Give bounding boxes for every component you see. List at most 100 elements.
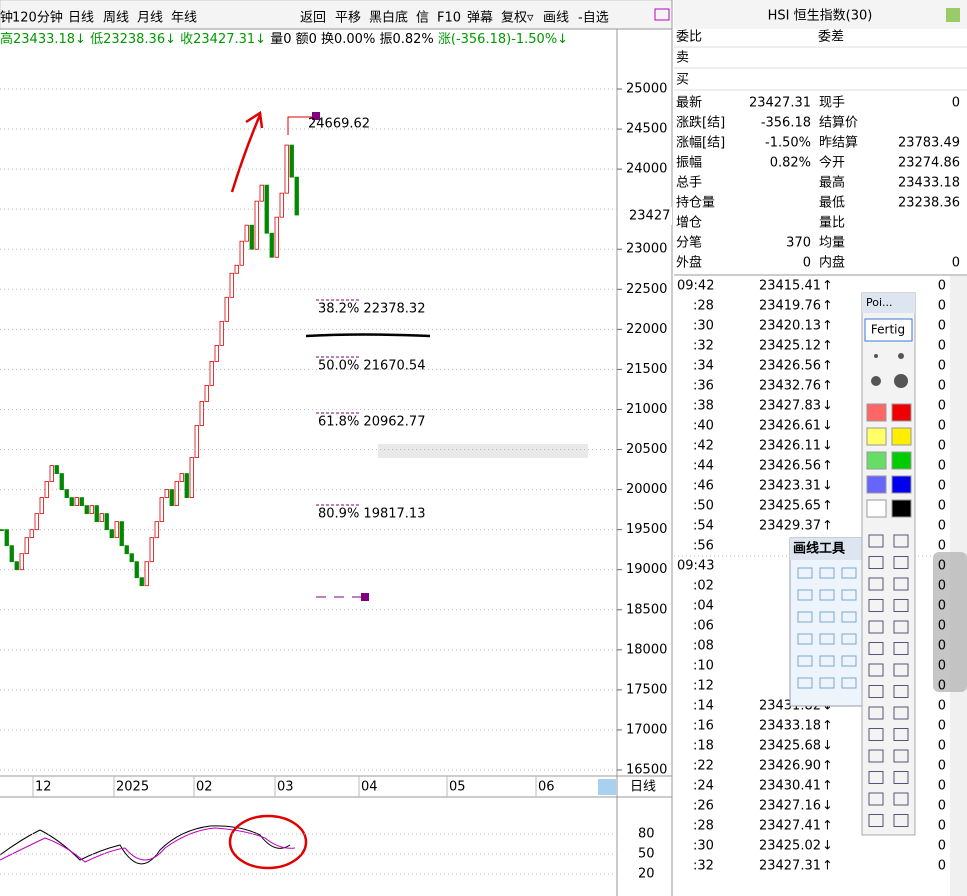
- tick-price: 23433.18: [759, 719, 821, 734]
- tool-icon[interactable]: [893, 728, 909, 741]
- tick-volume: 0: [938, 439, 946, 454]
- tick-dir: ↑: [822, 519, 833, 534]
- size-option[interactable]: [898, 353, 904, 359]
- quote-label: 涨跌[结]: [676, 115, 725, 131]
- size-option[interactable]: [874, 354, 878, 358]
- tool-icon[interactable]: [797, 589, 813, 601]
- tool-icon[interactable]: [893, 663, 909, 677]
- tool-icon[interactable]: [893, 792, 909, 806]
- color-swatch[interactable]: [866, 403, 887, 422]
- tool-icon[interactable]: [797, 677, 813, 689]
- tool-icon[interactable]: [868, 556, 884, 569]
- color-swatch[interactable]: [891, 499, 912, 518]
- tool-icon[interactable]: [868, 792, 884, 806]
- tool-icon[interactable]: [797, 611, 813, 623]
- tool-icon[interactable]: [819, 633, 835, 645]
- window-icon: [654, 8, 670, 21]
- tick-dir: ↓: [822, 439, 833, 454]
- candle: [289, 144, 294, 178]
- tick-dir: ↑: [822, 859, 833, 874]
- tool-icon[interactable]: [819, 611, 835, 623]
- quote-label: 昨结算: [819, 136, 858, 151]
- tool-icon[interactable]: [893, 814, 909, 827]
- tool-icon[interactable]: [841, 633, 857, 645]
- tool-icon[interactable]: [797, 633, 813, 645]
- tool-icon[interactable]: [841, 655, 857, 667]
- color-swatch[interactable]: [866, 499, 887, 518]
- tool-icon[interactable]: [893, 620, 909, 634]
- tool-icon[interactable]: [893, 771, 909, 784]
- toolbar-item[interactable]: F10: [437, 11, 461, 26]
- info-item: 低23238.36↓: [90, 32, 180, 47]
- tool-icon[interactable]: [868, 663, 884, 677]
- tool-icon[interactable]: [868, 771, 884, 784]
- color-swatch[interactable]: [891, 475, 912, 494]
- tool-icon[interactable]: [868, 728, 884, 741]
- tool-icon[interactable]: [819, 655, 835, 667]
- tool-icon[interactable]: [868, 749, 884, 763]
- quote-value: 23238.36: [898, 196, 960, 211]
- toolbar-item[interactable]: 信: [416, 11, 429, 26]
- color-swatch[interactable]: [866, 475, 887, 494]
- peak-marker: [287, 116, 320, 135]
- toolbar-item[interactable]: 月线: [137, 11, 163, 26]
- size-option[interactable]: [871, 376, 881, 386]
- tick-time: :36: [693, 379, 714, 394]
- color-swatch[interactable]: [866, 427, 887, 446]
- tool-icon[interactable]: [797, 567, 813, 579]
- toolbar-item[interactable]: 返回: [300, 11, 326, 26]
- tool-icon[interactable]: [893, 577, 909, 591]
- tool-icon[interactable]: [868, 642, 884, 655]
- tool-icon[interactable]: [841, 567, 857, 579]
- tool-icon[interactable]: [841, 677, 857, 689]
- toolbar-item[interactable]: 钟: [0, 10, 13, 26]
- toolbar-item[interactable]: 年线: [171, 11, 197, 26]
- toolbar-item[interactable]: 周线: [103, 11, 129, 26]
- tool-icon[interactable]: [893, 685, 909, 698]
- color-swatch[interactable]: [866, 451, 887, 470]
- fertig-button[interactable]: [864, 318, 913, 342]
- tool-icon[interactable]: [893, 599, 909, 612]
- tool-icon[interactable]: [797, 655, 813, 667]
- toolbar-item[interactable]: -自选: [578, 11, 609, 26]
- tool-icon[interactable]: [819, 567, 835, 579]
- tool-icon[interactable]: [893, 706, 909, 720]
- osc-tick-label: 50: [638, 847, 655, 862]
- tick-volume: 0: [938, 539, 946, 554]
- size-option[interactable]: [894, 374, 908, 388]
- info-item: 量0: [270, 32, 295, 47]
- tool-icon[interactable]: [868, 577, 884, 591]
- tick-time: :04: [693, 599, 714, 614]
- tool-icon[interactable]: [868, 814, 884, 827]
- color-swatch[interactable]: [891, 427, 912, 446]
- panel-label: 委比: [676, 30, 702, 45]
- toolbar-item[interactable]: 日线: [68, 11, 94, 26]
- tool-icon[interactable]: [893, 556, 909, 569]
- tool-icon[interactable]: [893, 534, 909, 548]
- tool-icon[interactable]: [819, 677, 835, 689]
- tool-icon[interactable]: [868, 620, 884, 634]
- color-swatch[interactable]: [891, 403, 912, 422]
- tool-icon[interactable]: [868, 706, 884, 720]
- tool-icon[interactable]: [868, 534, 884, 548]
- tick-volume: 0: [938, 319, 946, 334]
- quote-label: 均量: [819, 236, 845, 251]
- y-tick-label: 25000: [626, 82, 667, 97]
- toolbar-item[interactable]: 复权▿: [501, 10, 534, 26]
- tool-icon[interactable]: [819, 589, 835, 601]
- tool-icon[interactable]: [893, 749, 909, 763]
- tick-volume: 0: [938, 499, 946, 514]
- toolbar-item[interactable]: 弹幕: [467, 11, 493, 26]
- toolbar-item[interactable]: 平移: [335, 11, 361, 26]
- osc-tick-label: 20: [638, 867, 655, 882]
- tool-icon[interactable]: [868, 685, 884, 698]
- tool-icon[interactable]: [841, 611, 857, 623]
- color-swatch[interactable]: [891, 451, 912, 470]
- tool-icon[interactable]: [841, 589, 857, 601]
- tool-icon[interactable]: [893, 642, 909, 655]
- tool-icon[interactable]: [868, 599, 884, 612]
- toolbar-item[interactable]: 画线: [543, 11, 569, 26]
- y-tick-label: 20500: [626, 442, 667, 457]
- toolbar-item[interactable]: 120分钟: [12, 10, 63, 26]
- toolbar-item[interactable]: 黑白底: [369, 10, 408, 26]
